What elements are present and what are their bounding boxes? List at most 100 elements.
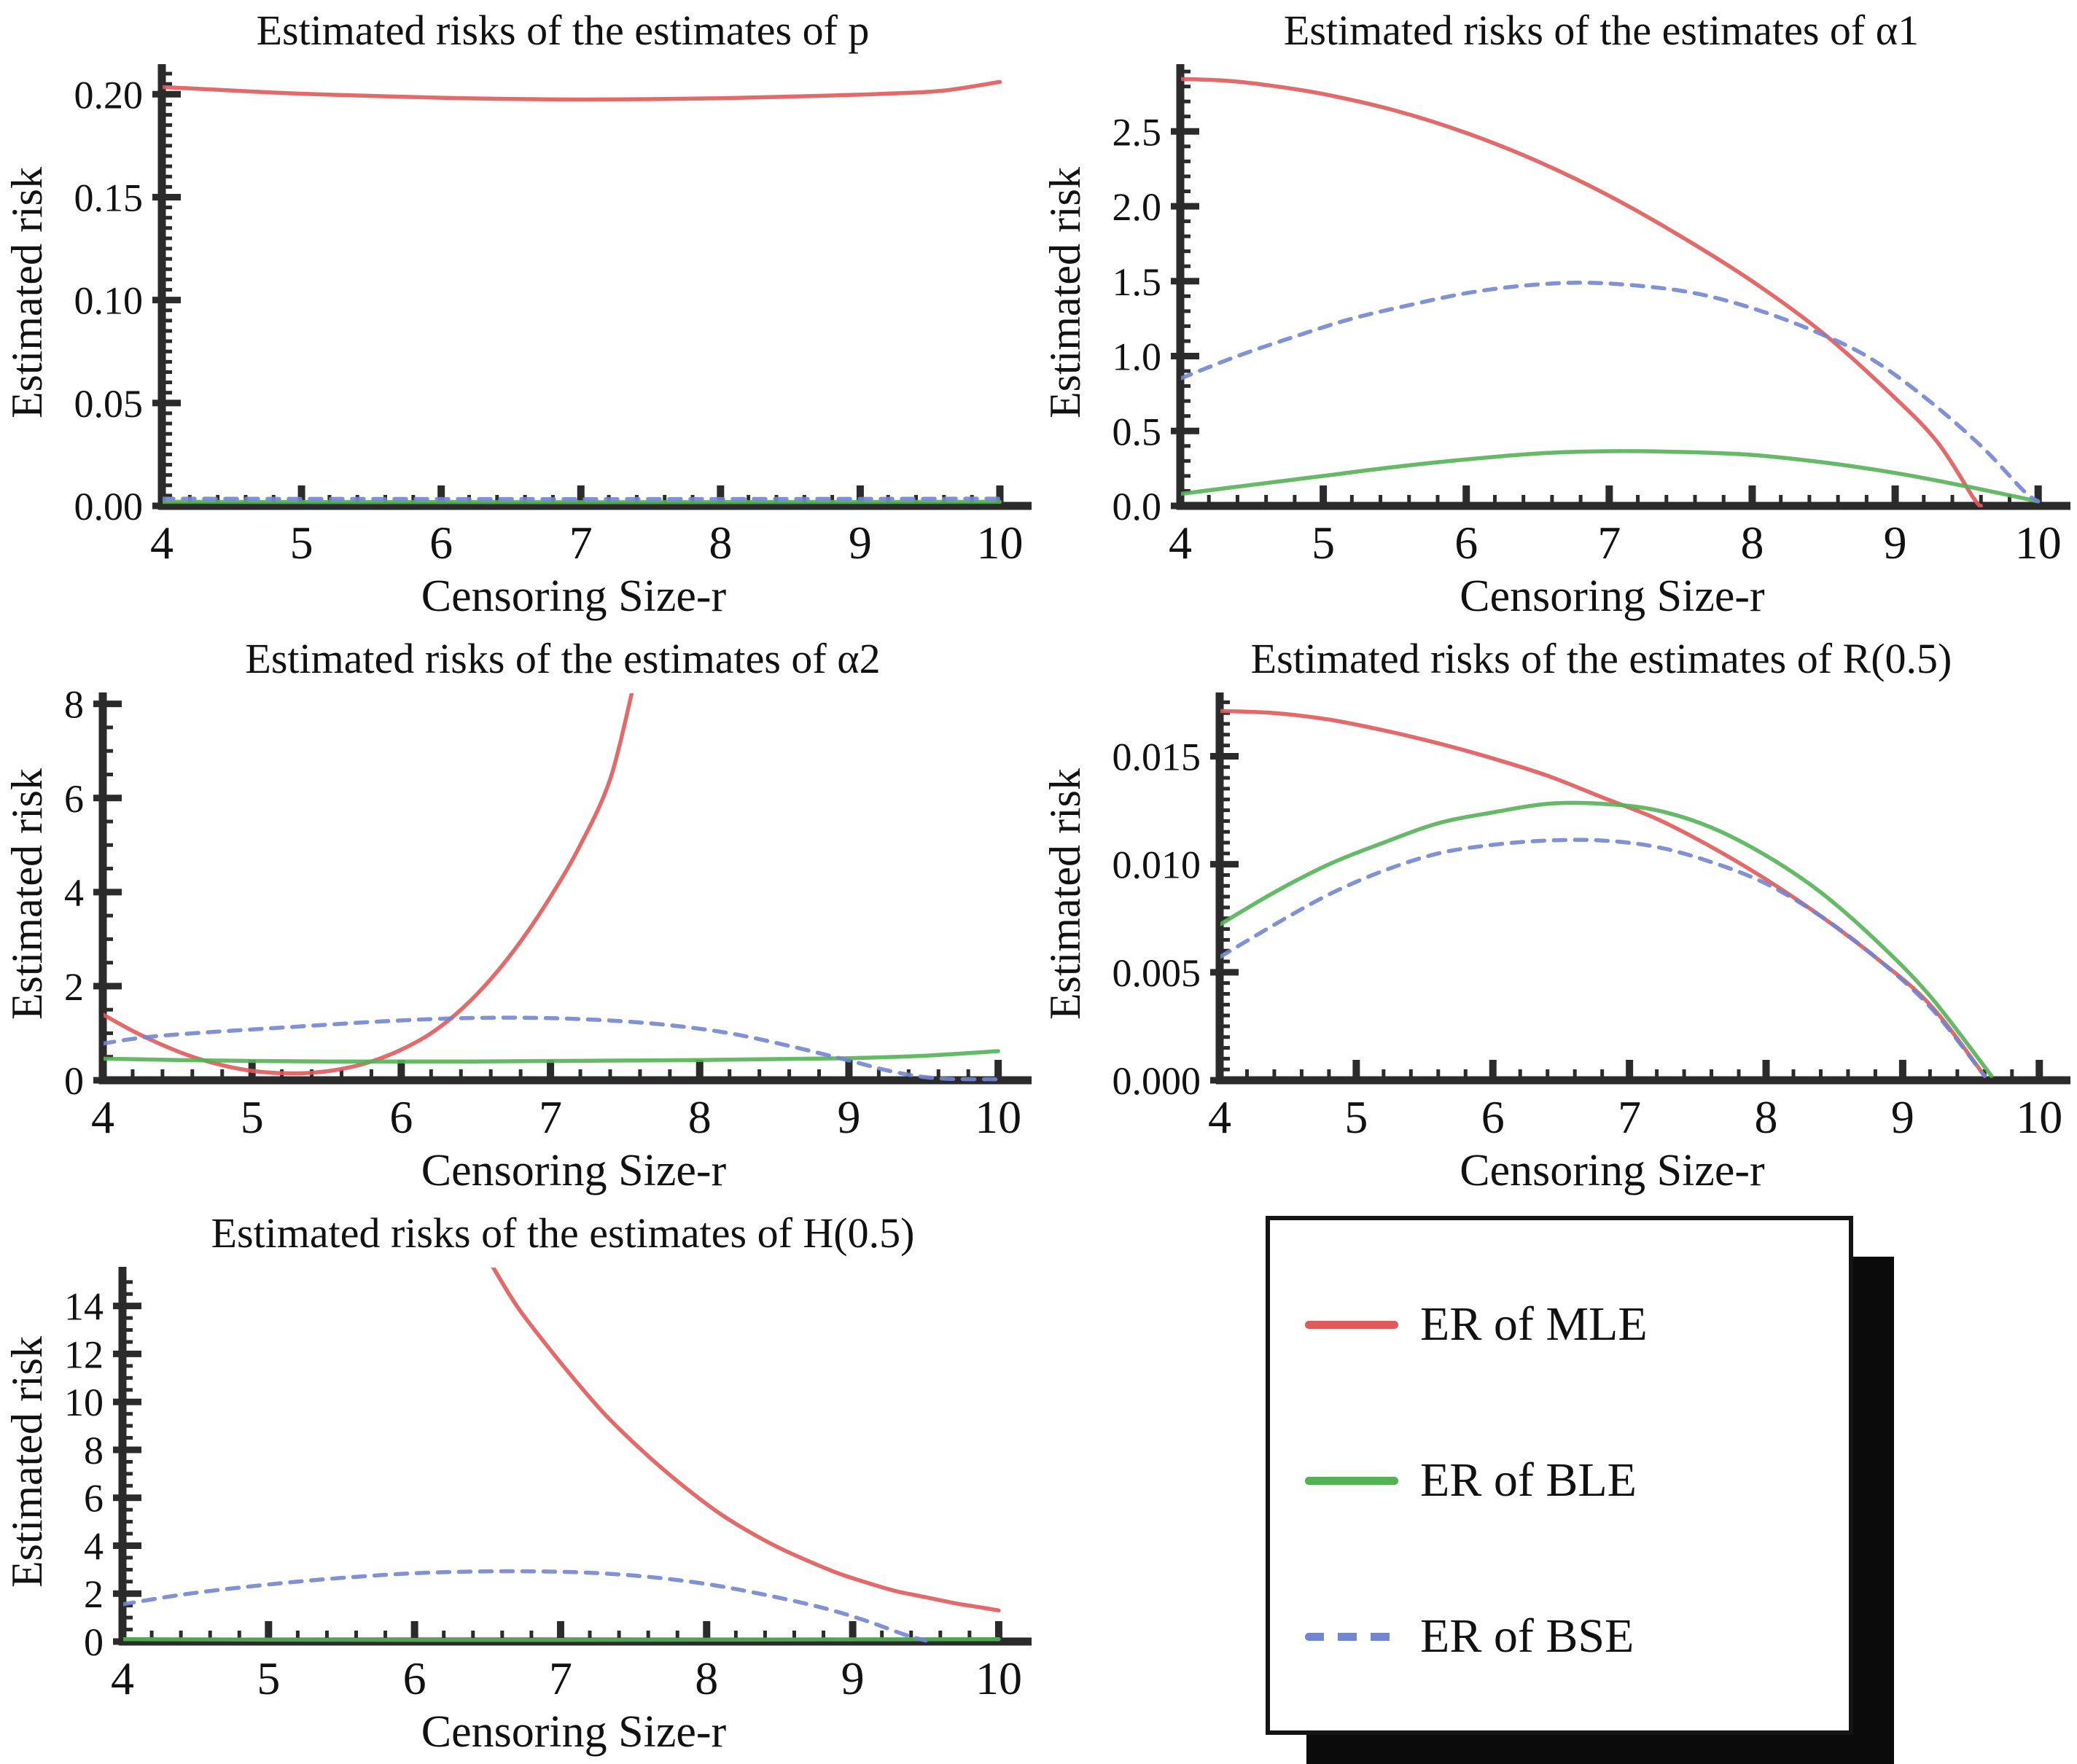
svg-text:7: 7: [1597, 517, 1621, 569]
svg-text:5: 5: [1344, 1091, 1368, 1143]
svg-text:2.5: 2.5: [1112, 110, 1162, 154]
chart-alpha2-cell: Estimated risks of the estimates of α2 E…: [0, 628, 1038, 1203]
svg-text:6: 6: [389, 1091, 413, 1143]
svg-text:4: 4: [1208, 1091, 1231, 1143]
svg-text:4: 4: [1169, 517, 1192, 569]
svg-text:6: 6: [64, 777, 84, 821]
plot-area-p: 0.00 0.05 0.10 0.15 0.20 4 5 6 7 8 9 10: [74, 64, 1032, 569]
x-axis-label-alpha2: Censoring Size-r: [421, 1146, 727, 1195]
chart-body-p: Estimated risk 0.00 0.05 0.10 0.15 0.20 4 5 6 7 8…: [0, 58, 1038, 573]
svg-text:8: 8: [64, 687, 84, 727]
plot-area-r05: 0.000 0.005 0.010 0.015 4 5 6 7 8 9 10: [1112, 692, 2070, 1143]
legend-label-mle: ER of MLE: [1420, 1297, 1648, 1351]
svg-text:6: 6: [429, 517, 453, 569]
svg-text:4: 4: [150, 517, 174, 569]
svg-text:7: 7: [539, 1091, 562, 1143]
chart-alpha1-cell: Estimated risks of the estimates of α1 E…: [1038, 0, 2077, 628]
bse-line-swatch: [1305, 1632, 1398, 1641]
svg-text:9: 9: [1891, 1091, 1914, 1143]
chart-r05-cell: Estimated risks of the estimates of R(0.…: [1038, 628, 2077, 1203]
svg-text:6: 6: [1454, 517, 1478, 569]
svg-text:8: 8: [695, 1652, 718, 1704]
svg-text:0.005: 0.005: [1112, 951, 1201, 995]
x-axis-label-alpha1: Censoring Size-r: [1460, 571, 1765, 621]
svg-text:1.0: 1.0: [1112, 335, 1162, 379]
svg-text:6: 6: [84, 1477, 104, 1521]
svg-text:0: 0: [64, 1059, 84, 1103]
chart-body-h05: Estimated risk 0 2 4 6 8 10 12 14 4 5 6 7 8 9 10: [0, 1261, 1038, 1709]
y-axis-label-p: Estimated risk: [0, 167, 54, 418]
chart-title-alpha2: Estimated risks of the estimates of α2: [245, 635, 881, 682]
svg-text:10: 10: [975, 1652, 1022, 1704]
y-axis-label-text: Estimated risk: [2, 768, 51, 1020]
x-axis-label-r05: Censoring Size-r: [1460, 1146, 1765, 1195]
y-axis-label-text: Estimated risk: [2, 1335, 51, 1588]
svg-text:5: 5: [241, 1091, 264, 1143]
svg-text:2: 2: [84, 1572, 104, 1616]
plot-area-alpha2: 0 2 4 6 8 4 5 6 7 8 9 10: [64, 687, 1032, 1143]
svg-text:10: 10: [977, 517, 1024, 569]
y-axis-label-alpha1: Estimated risk: [1038, 167, 1092, 418]
y-axis-label-alpha2: Estimated risk: [0, 768, 54, 1020]
chart-h05-cell: Estimated risks of the estimates of H(0.…: [0, 1203, 1038, 1764]
chart-title-alpha1: Estimated risks of the estimates of α1: [1283, 7, 1920, 54]
chart-title-p: Estimated risks of the estimates of p: [256, 7, 870, 54]
svg-text:7: 7: [549, 1652, 572, 1704]
svg-text:5: 5: [257, 1652, 280, 1704]
svg-text:0.000: 0.000: [1112, 1059, 1201, 1103]
svg-text:9: 9: [837, 1091, 860, 1143]
chart-title-r05: Estimated risks of the estimates of R(0.…: [1250, 635, 1952, 682]
legend-label-ble: ER of BLE: [1420, 1453, 1637, 1507]
svg-text:8: 8: [84, 1429, 104, 1472]
svg-text:6: 6: [1481, 1091, 1505, 1143]
svg-text:12: 12: [64, 1332, 104, 1376]
svg-text:9: 9: [849, 517, 872, 569]
y-axis-label-r05: Estimated risk: [1038, 768, 1092, 1020]
legend-item-mle: ER of MLE: [1305, 1246, 1849, 1402]
svg-text:4: 4: [111, 1652, 134, 1704]
svg-text:9: 9: [1884, 517, 1907, 569]
svg-text:0.010: 0.010: [1112, 843, 1201, 887]
svg-text:2: 2: [64, 965, 84, 1009]
svg-text:7: 7: [1618, 1091, 1641, 1143]
y-axis-label-h05: Estimated risk: [0, 1336, 54, 1588]
svg-text:8: 8: [709, 517, 732, 569]
svg-text:4: 4: [84, 1524, 104, 1568]
svg-text:10: 10: [975, 1091, 1021, 1143]
legend-label-bse: ER of BSE: [1420, 1609, 1634, 1663]
chart-title-h05: Estimated risks of the estimates of H(0.…: [211, 1209, 915, 1257]
svg-text:0.15: 0.15: [74, 176, 144, 219]
svg-text:10: 10: [64, 1381, 104, 1424]
svg-text:10: 10: [2015, 517, 2062, 569]
svg-text:8: 8: [1740, 517, 1764, 569]
y-axis-label-text: Estimated risk: [2, 166, 51, 418]
svg-text:0.015: 0.015: [1112, 735, 1201, 778]
legend-cell: ER of MLE ER of BLE ER of BSE: [1038, 1203, 2077, 1764]
svg-text:2.0: 2.0: [1112, 185, 1162, 229]
svg-text:0.5: 0.5: [1112, 410, 1162, 453]
svg-text:7: 7: [569, 517, 593, 569]
svg-text:6: 6: [403, 1652, 426, 1704]
legend-item-bse: ER of BSE: [1305, 1558, 1849, 1714]
chart-body-alpha1: Estimated risk 0.0 0.5 1.0 1.5 2.0 2.5 4 5 6 7 8 9 1…: [1038, 58, 2077, 573]
plot-area-alpha1: 0.0 0.5 1.0 1.5 2.0 2.5 4 5 6 7 8 9 10: [1112, 64, 2070, 569]
legend-box: ER of MLE ER of BLE ER of BSE: [1266, 1216, 1853, 1735]
svg-text:4: 4: [64, 871, 84, 915]
chart-body-r05: Estimated risk 0.000 0.005 0.010 0.015 4 5 6 7 8…: [1038, 687, 2077, 1147]
x-axis-label-h05: Censoring Size-r: [421, 1707, 727, 1757]
svg-text:5: 5: [1312, 517, 1335, 569]
svg-text:0.0: 0.0: [1112, 485, 1162, 528]
svg-text:0.10: 0.10: [74, 279, 144, 323]
svg-text:1.5: 1.5: [1112, 260, 1162, 304]
legend-item-ble: ER of BLE: [1305, 1402, 1849, 1558]
svg-text:0: 0: [84, 1620, 104, 1664]
svg-text:0.00: 0.00: [74, 485, 144, 528]
svg-text:9: 9: [841, 1652, 865, 1704]
svg-text:8: 8: [688, 1091, 712, 1143]
ble-line-swatch: [1305, 1476, 1398, 1485]
y-axis-label-text: Estimated risk: [1040, 768, 1089, 1020]
y-axis-label-text: Estimated risk: [1040, 166, 1089, 418]
svg-text:0.05: 0.05: [74, 382, 144, 426]
